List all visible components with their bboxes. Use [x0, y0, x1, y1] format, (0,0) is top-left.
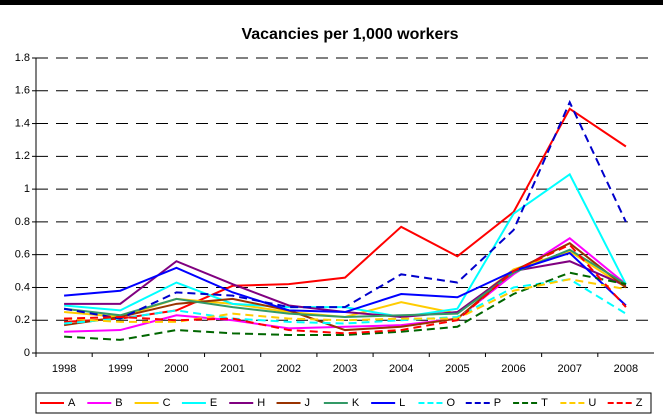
chart-title: Vacancies per 1,000 workers	[241, 26, 458, 43]
legend-label: A	[68, 397, 76, 409]
legend-label: H	[257, 397, 265, 409]
series-line	[64, 278, 627, 325]
series-line	[63, 242, 627, 332]
legend-label: K	[352, 397, 360, 409]
legend-label: C	[163, 397, 171, 409]
x-tick-label: 2001	[220, 363, 244, 375]
x-tick-label: 2005	[445, 363, 469, 375]
x-tick-label: 1999	[108, 363, 132, 375]
y-tick-label: 0	[24, 347, 30, 359]
y-tick-label: 0.8	[15, 216, 30, 228]
legend-box	[35, 392, 652, 414]
legend-label: L	[399, 397, 405, 409]
series-line	[63, 99, 627, 320]
x-tick-label: 2003	[333, 363, 357, 375]
y-tick-label: 1.2	[15, 150, 30, 162]
y-tick-label: 0.6	[15, 249, 30, 261]
y-tick-label: 1.8	[15, 52, 30, 64]
x-tick-label: 2004	[389, 363, 413, 375]
legend-label: T	[541, 397, 548, 409]
series-line	[64, 251, 627, 314]
series-line	[64, 172, 627, 318]
y-tick-label: 0.2	[15, 314, 30, 326]
legend-label: O	[446, 397, 455, 409]
series-line	[64, 243, 627, 335]
x-tick-label: 2002	[277, 363, 301, 375]
y-tick-label: 1.6	[15, 85, 30, 97]
legend-label: E	[210, 397, 217, 409]
legend-label: U	[588, 397, 596, 409]
series-line	[64, 107, 627, 323]
y-tick-label: 1.4	[15, 117, 30, 129]
legend-label: P	[494, 397, 501, 409]
y-tick-label: 0.4	[15, 281, 30, 293]
x-tick-label: 2007	[557, 363, 581, 375]
x-tick-label: 2000	[164, 363, 188, 375]
y-tick-label: 1	[24, 183, 30, 195]
x-tick-label: 2006	[501, 363, 525, 375]
top-border	[0, 0, 663, 5]
legend-label: Z	[636, 397, 643, 409]
series-line	[64, 271, 627, 341]
x-tick-label: 1998	[52, 363, 76, 375]
legend-label: B	[115, 397, 122, 409]
legend-label: J	[305, 397, 311, 409]
series-line	[64, 278, 627, 323]
x-tick-label: 2008	[614, 363, 638, 375]
